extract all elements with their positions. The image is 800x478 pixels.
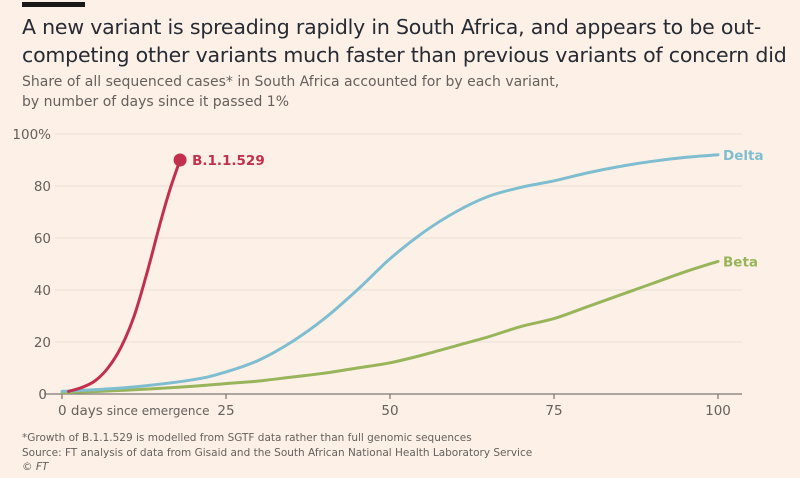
subtitle-line-2: by number of days since it passed 1% [22,94,290,110]
series-labels: Beta Delta B.1.1.529 [192,148,763,271]
y-tick-label: 80 [34,179,51,195]
y-tick-label: 40 [34,283,51,299]
series [60,153,720,395]
y-tick-label: 0 [38,387,47,403]
end-marker-b-1-1-529 [173,153,187,167]
x-tick-label: 50 [381,403,398,419]
chart-footer: *Growth of B.1.1.529 is modelled from SG… [22,431,792,475]
source-note: Source: FT analysis of data from Gisaid … [22,446,533,459]
y-tick-label: 60 [34,231,51,247]
copyright: © FT [22,461,49,473]
series-label-delta: Delta [723,148,764,164]
chart-title: A new variant is spreading rapidly in So… [22,15,787,67]
footnote: *Growth of B.1.1.529 is modelled from SG… [22,432,472,444]
series-line-delta [60,153,720,393]
y-tick-label: 100% [12,127,51,143]
series-label-beta: Beta [723,254,758,270]
axes: 0 20 40 60 80 100% 0 days since emergence 25 50 75… [12,127,742,419]
series-line-beta [60,259,720,395]
x-tick-label: 100 [705,403,731,419]
x-tick-label: 0 days since emergence [58,403,210,419]
y-tick-label: 20 [34,335,51,351]
gridlines [55,133,742,343]
chart-subtitle: Share of all sequenced cases* in South A… [22,72,722,112]
x-tick-label: 25 [217,403,234,419]
x-tick-label: 75 [545,403,562,419]
series-line-b-1-1-529 [67,158,182,393]
subtitle-line-1: Share of all sequenced cases* in South A… [22,74,560,90]
series-label-b-1-1-529: B.1.1.529 [192,153,265,169]
brand-bar [22,2,85,7]
